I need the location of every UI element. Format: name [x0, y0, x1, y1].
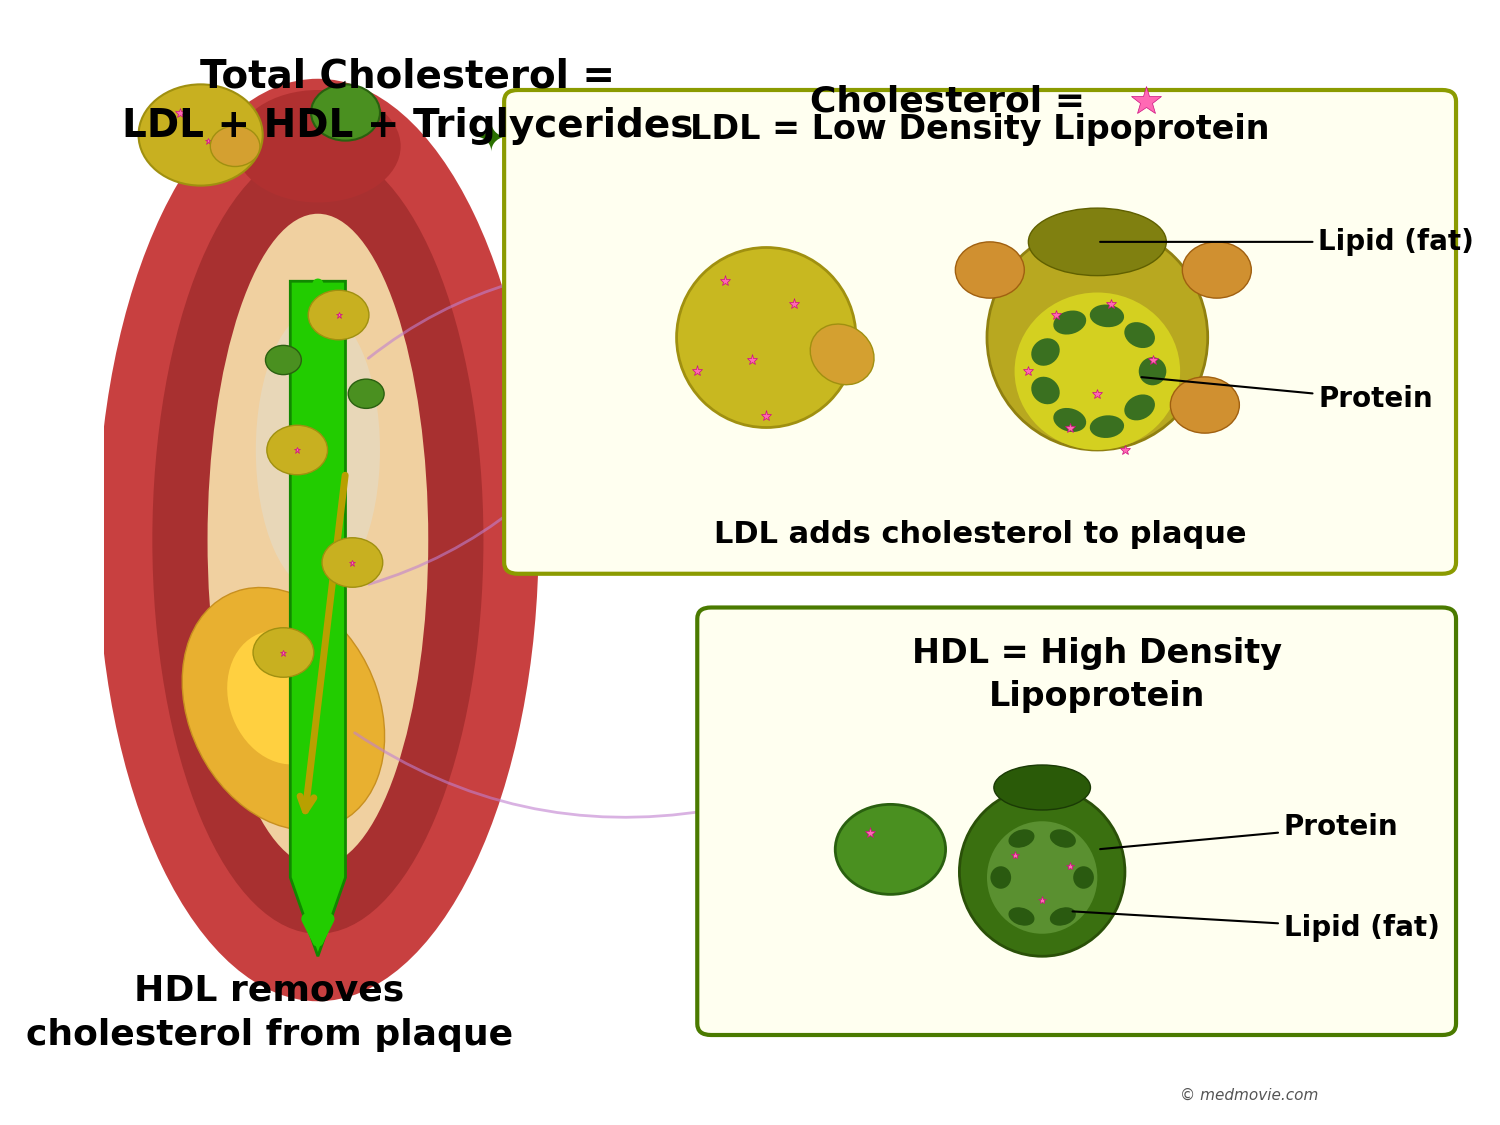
Circle shape — [210, 126, 260, 166]
Ellipse shape — [1032, 377, 1059, 404]
Ellipse shape — [1008, 907, 1035, 926]
Ellipse shape — [1090, 305, 1124, 327]
Ellipse shape — [236, 90, 400, 202]
Circle shape — [267, 425, 327, 475]
Ellipse shape — [1029, 208, 1167, 276]
Ellipse shape — [987, 225, 1208, 450]
Ellipse shape — [207, 214, 429, 866]
Ellipse shape — [226, 631, 339, 764]
Ellipse shape — [994, 765, 1090, 810]
Ellipse shape — [1053, 408, 1086, 432]
Text: Cholesterol =: Cholesterol = — [810, 84, 1098, 118]
Circle shape — [322, 538, 382, 587]
Text: Lipid (fat): Lipid (fat) — [1072, 911, 1440, 942]
Ellipse shape — [990, 866, 1011, 889]
Text: LDL adds cholesterol to plaque: LDL adds cholesterol to plaque — [714, 520, 1246, 549]
Circle shape — [836, 804, 945, 894]
Ellipse shape — [1053, 310, 1086, 334]
Text: Total Cholesterol =
LDL + HDL + Triglycerides: Total Cholesterol = LDL + HDL + Triglyce… — [122, 57, 693, 145]
Text: Protein: Protein — [1142, 377, 1432, 413]
Ellipse shape — [1125, 395, 1155, 421]
Ellipse shape — [182, 587, 384, 830]
Text: ✦: ✦ — [474, 122, 507, 160]
Ellipse shape — [1008, 829, 1035, 848]
Ellipse shape — [1014, 292, 1180, 450]
Circle shape — [138, 84, 262, 186]
Ellipse shape — [1050, 829, 1076, 848]
Text: LDL = Low Density Lipoprotein: LDL = Low Density Lipoprotein — [690, 112, 1270, 146]
Text: medmovie.com: medmovie.com — [568, 514, 1018, 566]
Ellipse shape — [810, 324, 874, 385]
Polygon shape — [291, 281, 345, 956]
Circle shape — [254, 628, 314, 677]
Ellipse shape — [676, 248, 856, 428]
Ellipse shape — [1072, 866, 1094, 889]
Ellipse shape — [1090, 415, 1124, 438]
FancyBboxPatch shape — [698, 608, 1456, 1035]
Ellipse shape — [1050, 907, 1076, 926]
Text: HDL = High Density
Lipoprotein: HDL = High Density Lipoprotein — [912, 637, 1282, 713]
Ellipse shape — [1138, 358, 1167, 385]
Text: Protein: Protein — [1100, 813, 1398, 849]
Text: Lipid (fat): Lipid (fat) — [1100, 228, 1474, 255]
Ellipse shape — [1125, 322, 1155, 348]
Text: HDL removes
cholesterol from plaque: HDL removes cholesterol from plaque — [26, 973, 513, 1052]
Text: © medmovie.com: © medmovie.com — [1179, 1088, 1318, 1102]
Circle shape — [1182, 242, 1251, 298]
Ellipse shape — [256, 309, 380, 591]
Ellipse shape — [98, 79, 538, 1001]
FancyBboxPatch shape — [504, 90, 1456, 574]
Ellipse shape — [153, 146, 483, 934]
Circle shape — [308, 290, 369, 340]
Ellipse shape — [987, 821, 1098, 934]
Circle shape — [310, 84, 380, 141]
Circle shape — [956, 242, 1024, 298]
Circle shape — [1170, 377, 1239, 433]
Circle shape — [266, 345, 302, 375]
Circle shape — [348, 379, 384, 408]
Ellipse shape — [1032, 339, 1059, 366]
Ellipse shape — [960, 788, 1125, 956]
